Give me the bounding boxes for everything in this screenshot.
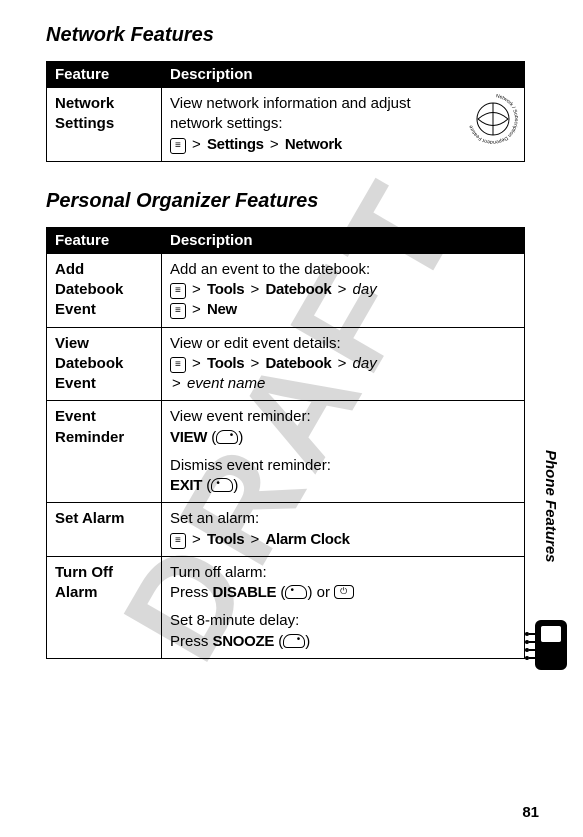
press-text: Press	[170, 633, 213, 650]
path-eventname: event name	[187, 375, 265, 392]
path-datebook: Datebook	[265, 355, 331, 372]
table-header-row: Feature Description	[47, 227, 525, 253]
description-cell: View network information and adjust netw…	[162, 88, 525, 162]
table-row: Event Reminder View event reminder: VIEW…	[47, 401, 525, 503]
softkey-label-snooze: SNOOZE	[213, 633, 275, 650]
table-row: View Datebook Event View or edit event d…	[47, 327, 525, 401]
desc-text: Turn off alarm:	[170, 564, 267, 581]
menu-key-icon: ≡	[170, 533, 186, 549]
network-features-heading: Network Features	[46, 24, 525, 47]
desc-text: Dismiss event reminder:	[170, 457, 331, 474]
path-alarm-clock: Alarm Clock	[265, 531, 349, 548]
table-row: Set Alarm Set an alarm: ≡ > Tools > Alar…	[47, 503, 525, 557]
right-softkey-icon	[283, 634, 305, 648]
desc-text: Set 8-minute delay:	[170, 612, 299, 629]
col-header-feature: Feature	[47, 62, 162, 88]
col-header-description: Description	[162, 227, 525, 253]
path-datebook: Datebook	[265, 281, 331, 298]
menu-key-icon: ≡	[170, 357, 186, 373]
softkey-label-view: VIEW	[170, 429, 207, 446]
col-header-description: Description	[162, 62, 525, 88]
feature-cell: Network Settings	[47, 88, 162, 162]
softkey-label-disable: DISABLE	[213, 584, 277, 601]
description-cell: View or edit event details: ≡ > Tools > …	[162, 327, 525, 401]
menu-key-icon: ≡	[170, 283, 186, 299]
page-number: 81	[522, 804, 539, 821]
or-text: or	[312, 584, 334, 601]
desc-text: View event reminder:	[170, 408, 311, 425]
description-cell: Add an event to the datebook: ≡ > Tools …	[162, 253, 525, 327]
end-key-icon	[334, 585, 354, 599]
table-header-row: Feature Description	[47, 62, 525, 88]
organizer-features-heading: Personal Organizer Features	[46, 190, 525, 213]
path-tools: Tools	[207, 281, 244, 298]
right-softkey-icon	[216, 430, 238, 444]
press-text: Press	[170, 584, 213, 601]
feature-cell: View Datebook Event	[47, 327, 162, 401]
desc-text: View or edit event details:	[170, 335, 341, 352]
path-day: day	[353, 281, 377, 298]
description-cell: Set an alarm: ≡ > Tools > Alarm Clock	[162, 503, 525, 557]
table-row: Turn Off Alarm Turn off alarm: Press DIS…	[47, 556, 525, 658]
description-cell: Turn off alarm: Press DISABLE () or Set …	[162, 556, 525, 658]
description-cell: View event reminder: VIEW () Dismiss eve…	[162, 401, 525, 503]
path-new: New	[207, 301, 237, 318]
table-row: Network Settings View network informatio…	[47, 88, 525, 162]
desc-text: Add an event to the datebook:	[170, 261, 370, 278]
table-row: Add Datebook Event Add an event to the d…	[47, 253, 525, 327]
menu-path: ≡ > Settings > Network	[170, 136, 342, 153]
path-settings: Settings	[207, 136, 264, 153]
path-tools: Tools	[207, 531, 244, 548]
path-tools: Tools	[207, 355, 244, 372]
menu-key-icon: ≡	[170, 303, 186, 319]
feature-cell: Set Alarm	[47, 503, 162, 557]
phone-side-icon	[521, 620, 567, 676]
feature-cell: Turn Off Alarm	[47, 556, 162, 658]
col-header-feature: Feature	[47, 227, 162, 253]
softkey-label-exit: EXIT	[170, 477, 202, 494]
path-day: day	[353, 355, 377, 372]
network-features-table: Feature Description Network Settings Vie…	[46, 61, 525, 162]
feature-cell: Event Reminder	[47, 401, 162, 503]
feature-cell: Add Datebook Event	[47, 253, 162, 327]
path-network: Network	[285, 136, 342, 153]
organizer-features-table: Feature Description Add Datebook Event A…	[46, 227, 525, 659]
menu-key-icon: ≡	[170, 138, 186, 154]
page-content: Network Features Feature Description Net…	[0, 0, 583, 659]
left-softkey-icon	[211, 478, 233, 492]
side-tab-label: Phone Features	[542, 450, 559, 563]
left-softkey-icon	[285, 585, 307, 599]
network-dependent-badge-icon: Network / Subscription Dependent Feature	[468, 94, 518, 144]
desc-text: Set an alarm:	[170, 510, 259, 527]
desc-text: View network information and adjust netw…	[170, 95, 411, 132]
